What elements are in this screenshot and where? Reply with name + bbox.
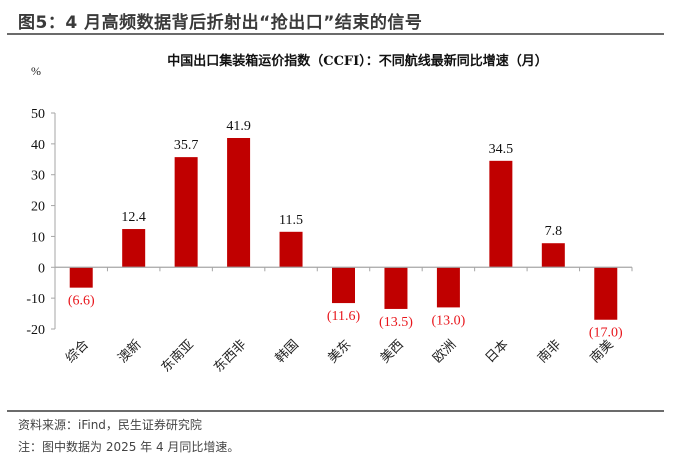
- bar-澳新: [122, 229, 146, 268]
- data-label: 34.5: [489, 142, 514, 157]
- data-label: 7.8: [545, 224, 563, 239]
- bar-东西非: [227, 137, 251, 268]
- category-label: 韩国: [273, 337, 302, 366]
- bar-南非: [541, 243, 565, 268]
- bar-韩国: [279, 231, 303, 268]
- category-label: 美西: [378, 337, 407, 366]
- y-tick-label: -10: [26, 292, 45, 307]
- category-label: 南非: [534, 337, 564, 367]
- data-label: (13.5): [379, 315, 413, 330]
- bar-日本: [489, 160, 513, 268]
- bottom-rule: [7, 410, 664, 412]
- data-label: (6.6): [68, 294, 95, 309]
- bar-美西: [384, 267, 408, 309]
- category-label: 东西非: [211, 337, 249, 375]
- note-text: 注：图中数据为 2025 年 4 月同比增速。: [18, 440, 240, 454]
- y-axis-unit: %: [31, 64, 41, 78]
- category-label: 日本: [483, 337, 512, 366]
- data-label: 12.4: [121, 210, 146, 225]
- y-tick-label: 20: [31, 200, 45, 215]
- data-labels: (6.6) 12.4 35.7 41.9 11.5 (11.6) (13.5) (13.0) 3…: [68, 119, 623, 341]
- y-tick-label: 30: [31, 169, 45, 184]
- data-label: (17.0): [589, 326, 623, 341]
- top-rule: [7, 33, 664, 35]
- data-label: 41.9: [226, 119, 251, 134]
- bar-欧洲: [436, 267, 460, 308]
- data-label: (13.0): [431, 313, 465, 328]
- bar-南美: [594, 267, 618, 320]
- data-label: (11.6): [327, 309, 361, 324]
- bar-综合: [69, 267, 93, 288]
- category-label: 南美: [587, 337, 617, 367]
- category-labels: 综合 澳新 东南亚 东西非 韩国 美东 美西 欧洲 日本 南非 南美: [63, 337, 617, 376]
- source-text: 资料来源：iFind，民生证券研究院: [18, 418, 202, 432]
- category-label: 东南亚: [158, 337, 197, 376]
- figure-title: 图5：4 月高频数据背后折射出“抢出口”结束的信号: [18, 13, 423, 33]
- y-tick-label: -20: [26, 323, 45, 338]
- bar-东南亚: [174, 157, 198, 268]
- category-label: 欧洲: [430, 337, 459, 366]
- bar-美东: [332, 267, 355, 304]
- y-tick-label: 50: [31, 107, 45, 122]
- data-label: 35.7: [174, 138, 199, 153]
- y-axis: -20 -10 0 10 20 30 40 50: [26, 107, 56, 338]
- y-tick-label: 40: [31, 138, 45, 153]
- category-label: 澳新: [115, 337, 145, 367]
- category-label: 综合: [63, 337, 92, 366]
- chart-title: 中国出口集装箱运价指数（CCFI）：不同航线最新同比增速（月）: [167, 54, 548, 69]
- y-tick-label: 0: [38, 261, 45, 276]
- x-axis: [54, 266, 633, 272]
- bars: [69, 137, 618, 320]
- y-tick-label: 10: [31, 230, 45, 245]
- category-label: 美东: [325, 337, 354, 366]
- data-label: 11.5: [279, 213, 303, 228]
